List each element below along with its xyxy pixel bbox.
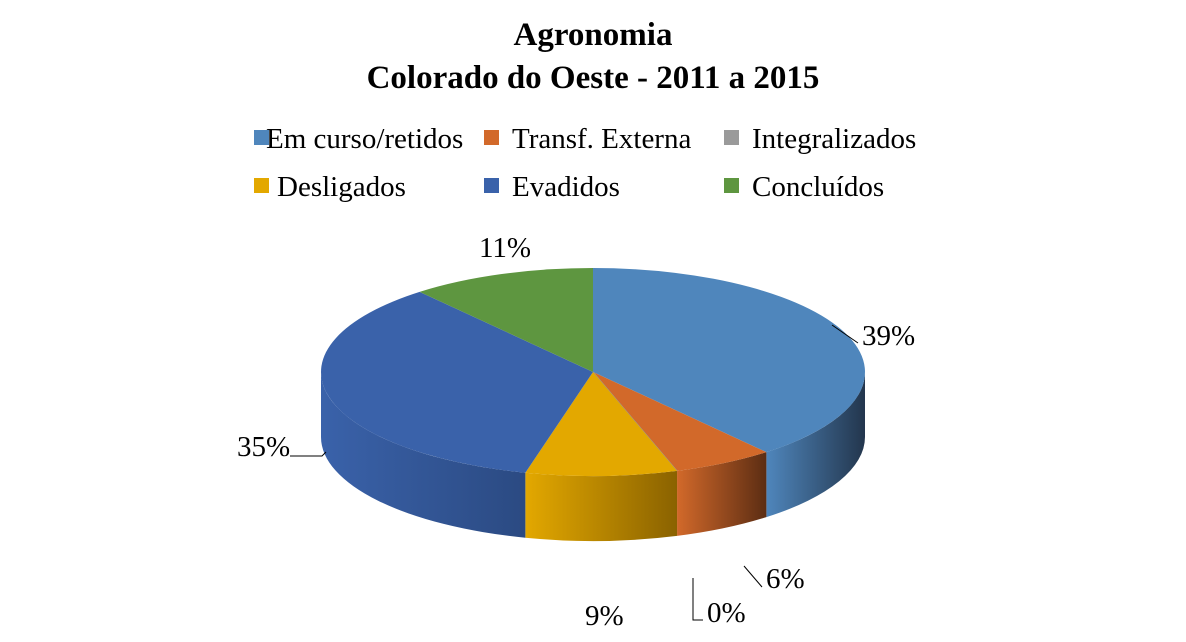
pie-slice-desligados — [525, 372, 678, 476]
pie-slice-integralizados — [592, 371, 678, 472]
legend-item-desligados: Desligados — [254, 171, 406, 203]
data-label-integralizados: 0% — [692, 578, 746, 629]
legend-label-concluidos: Concluídos — [752, 171, 884, 203]
leader-line-transf-externa — [743, 565, 763, 588]
data-label-text-em-curso-retidos: 39% — [862, 320, 915, 352]
pie-side-desligados — [525, 470, 678, 541]
legend-label-evadidos: Evadidos — [512, 171, 620, 203]
pie-side-transf-externa — [677, 452, 767, 536]
data-label-concluidos: 11% — [479, 232, 531, 264]
pie-slices — [321, 268, 865, 476]
data-label-text-desligados: 9% — [585, 600, 624, 632]
legend-item-em-curso-retidos: Em curso/retidos — [254, 123, 463, 155]
legend-label-desligados: Desligados — [277, 171, 406, 203]
legend-swatch-desligados — [254, 178, 269, 193]
pie-slice-concluidos — [419, 268, 593, 372]
legend-label-integralizados: Integralizados — [752, 123, 916, 155]
data-label-text-transf-externa: 6% — [766, 563, 805, 595]
legend: Em curso/retidos Transf. Externa Integrali… — [254, 123, 916, 203]
pie-slice-transf-externa — [593, 372, 767, 471]
pie-slice-evadidos — [321, 291, 593, 473]
legend-item-evadidos: Evadidos — [484, 171, 620, 203]
pie-side-evadidos — [321, 372, 526, 538]
data-label-text-integralizados: 0% — [707, 597, 746, 629]
legend-swatch-evadidos — [484, 178, 499, 193]
data-label-text-concluidos: 11% — [479, 232, 531, 264]
legend-label-em-curso-retidos: Em curso/retidos — [266, 123, 463, 155]
legend-label-transf-externa: Transf. Externa — [512, 123, 691, 155]
legend-swatch-integralizados — [724, 130, 739, 145]
legend-swatch-concluidos — [724, 178, 739, 193]
legend-item-integralizados: Integralizados — [724, 123, 916, 155]
legend-item-transf-externa: Transf. Externa — [484, 123, 691, 155]
data-labels: 39% 6% 0% 9% 35% 11% — [237, 232, 915, 632]
data-label-transf-externa: 6% — [743, 563, 805, 595]
leader-line-em-curso-retidos — [831, 324, 859, 344]
data-label-evadidos: 35% — [237, 431, 327, 463]
leader-line-evadidos — [290, 451, 327, 457]
data-label-em-curso-retidos: 39% — [831, 320, 915, 352]
legend-swatch-transf-externa — [484, 130, 499, 145]
pie-side-em-curso-retidos — [766, 372, 865, 518]
leader-line-integralizados — [692, 578, 703, 621]
data-label-text-evadidos: 35% — [237, 431, 290, 463]
data-label-desligados: 9% — [585, 600, 624, 632]
legend-item-concluidos: Concluídos — [724, 171, 884, 203]
chart-subtitle: Colorado do Oeste - 2011 a 2015 — [367, 60, 820, 96]
chart-title: Agronomia — [514, 17, 673, 53]
pie-slice-em-curso-retidos — [593, 268, 865, 453]
pie-sides — [321, 372, 865, 541]
legend-swatch-em-curso-retidos — [254, 130, 269, 145]
